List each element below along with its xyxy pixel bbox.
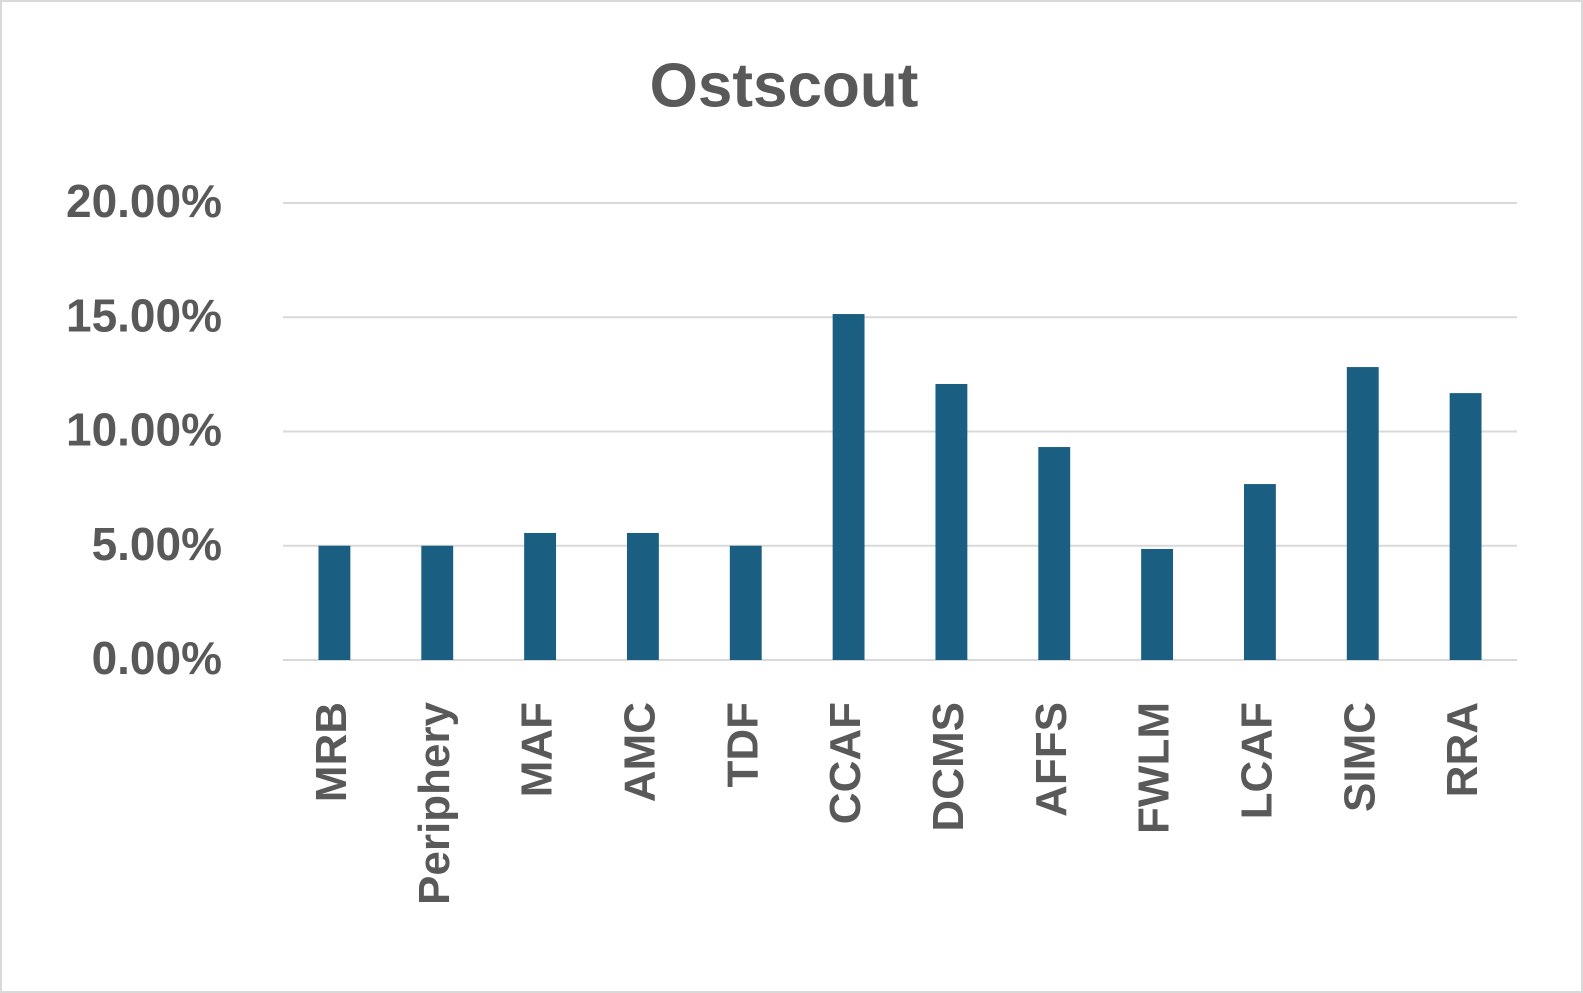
x-tick-label: AFFS [1027,702,1076,817]
x-tick-label: AMC [616,702,665,802]
y-tick-label: 20.00% [66,175,222,227]
bar [524,532,557,660]
y-tick-label: 15.00% [66,289,222,341]
bar [1243,484,1276,660]
bar [729,545,762,660]
bar [1141,548,1174,660]
y-tick-label: 10.00% [66,404,222,456]
x-tick-label: SIMC [1335,702,1384,812]
x-tick-label: FWLM [1130,702,1179,834]
x-tick-label: RRA [1438,702,1487,797]
bar [421,545,454,660]
bar [1449,393,1482,660]
x-tick-label: DCMS [924,702,973,832]
x-tick-label: TDF [718,702,767,788]
chart-title: Ostscout [650,51,919,120]
y-tick-label: 0.00% [92,632,222,684]
y-tick-label: 5.00% [92,518,222,570]
x-tick-label: Periphery [410,701,459,905]
bar [935,383,968,660]
bar [318,545,351,660]
bar [832,314,865,660]
x-tick-label: LCAF [1233,702,1282,819]
bar [1038,447,1071,660]
x-tick-label: MAF [513,702,562,797]
x-tick-label: MRB [307,702,356,802]
x-tick-label: CCAF [821,702,870,824]
bar [1346,367,1379,660]
bar [626,532,659,660]
